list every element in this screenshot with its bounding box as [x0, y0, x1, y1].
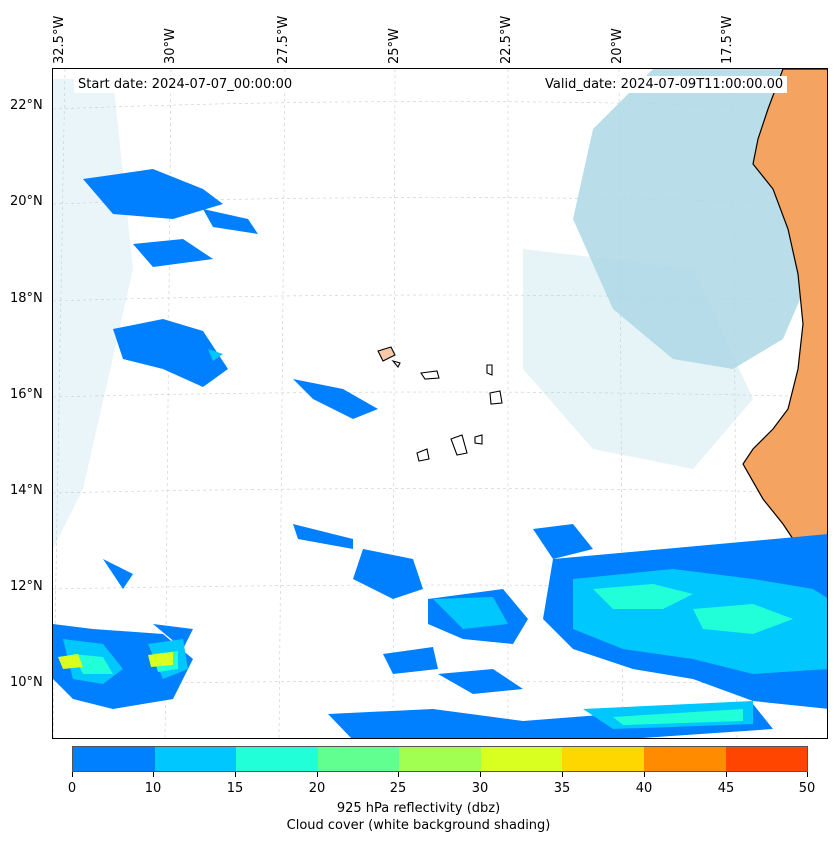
colorbar-tickmark [726, 772, 727, 777]
colorbar-tickmark [153, 772, 154, 777]
colorbar-tick-label: 25 [389, 781, 407, 796]
colorbar-segment [317, 747, 400, 771]
valid-date-label: Valid_date: 2024-07-09T11:00:00.00 [541, 76, 788, 93]
map-frame [52, 68, 828, 739]
colorbar-tick-label: 0 [67, 781, 77, 796]
lon-label-30w: 30°W [163, 28, 178, 64]
colorbar-tick-label: 15 [226, 781, 244, 796]
lon-label-25w: 25°W [387, 28, 402, 64]
colorbar-label: 925 hPa reflectivity (dbz) [336, 801, 501, 816]
cloud-cover [53, 69, 813, 549]
colorbar-tick-label: 10 [144, 781, 162, 796]
colorbar-tick-label: 50 [798, 781, 816, 796]
colorbar-segment [562, 747, 644, 771]
start-date-label: Start date: 2024-07-07_00:00:00 [74, 76, 297, 93]
colorbar-sublabel: Cloud cover (white background shading) [286, 818, 551, 833]
colorbar-tickmark [480, 772, 481, 777]
map-canvas [53, 69, 827, 738]
colorbar-tick-label: 40 [635, 781, 653, 796]
cape-verde-islands [377, 346, 503, 462]
lon-label-22-5w: 22.5°W [499, 15, 514, 64]
colorbar-tick-label: 30 [471, 781, 489, 796]
colorbar-tick-label: 20 [308, 781, 326, 796]
lat-label-22n: 22°N [10, 98, 43, 113]
colorbar [72, 746, 808, 772]
colorbar-segment [73, 747, 155, 771]
lat-label-20n: 20°N [10, 194, 43, 209]
colorbar-tickmark [562, 772, 563, 777]
colorbar-segment [643, 747, 726, 771]
lon-label-27-5w: 27.5°W [276, 15, 291, 64]
reflectivity-peak [58, 652, 173, 669]
colorbar-tickmark [398, 772, 399, 777]
colorbar-segment [154, 747, 237, 771]
colorbar-segment [725, 747, 808, 771]
lon-label-17-5w: 17.5°W [720, 15, 735, 64]
colorbar-tickmark [235, 772, 236, 777]
colorbar-tick-label: 45 [717, 781, 735, 796]
lon-label-32-5w: 32.5°W [52, 15, 67, 64]
lat-label-10n: 10°N [10, 675, 43, 690]
lon-label-20w: 20°W [610, 28, 625, 64]
colorbar-segment [236, 747, 318, 771]
colorbar-segment [399, 747, 481, 771]
colorbar-tickmark [317, 772, 318, 777]
colorbar-tickmark [72, 772, 73, 777]
reflectivity-high [73, 584, 793, 725]
colorbar-tick-label: 35 [553, 781, 571, 796]
lat-label-12n: 12°N [10, 579, 43, 594]
lat-label-18n: 18°N [10, 291, 43, 306]
lat-label-16n: 16°N [10, 387, 43, 402]
colorbar-segment [480, 747, 563, 771]
colorbar-tickmark [807, 772, 808, 777]
colorbar-tickmark [644, 772, 645, 777]
lat-label-14n: 14°N [10, 483, 43, 498]
